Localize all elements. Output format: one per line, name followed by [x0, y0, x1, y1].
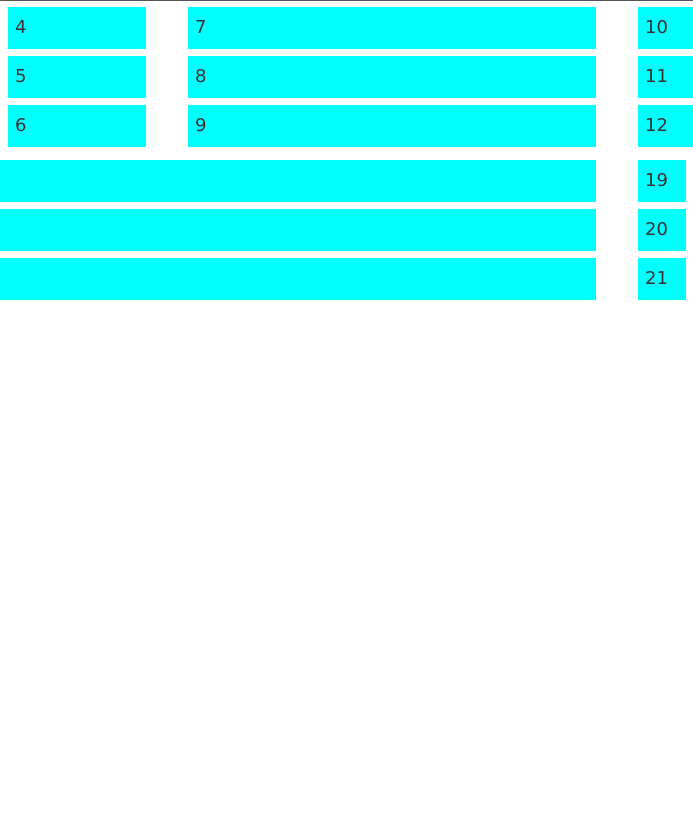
grid-cell: 12 — [638, 105, 693, 147]
grid-cell: 19 — [638, 160, 686, 202]
grid-cell — [0, 258, 596, 300]
grid-cell: 4 — [8, 7, 146, 49]
grid-cell: 9 — [188, 105, 596, 147]
grid-cell: 5 — [8, 56, 146, 98]
grid-cell: 8 — [188, 56, 596, 98]
top-border — [0, 0, 693, 1]
grid-cell: 10 — [638, 7, 693, 49]
grid-cell: 21 — [638, 258, 686, 300]
grid-cell: 7 — [188, 7, 596, 49]
grid-cell: 11 — [638, 56, 693, 98]
grid-cell — [0, 209, 596, 251]
grid-cell: 6 — [8, 105, 146, 147]
grid-cell — [0, 160, 596, 202]
grid-cell: 20 — [638, 209, 686, 251]
